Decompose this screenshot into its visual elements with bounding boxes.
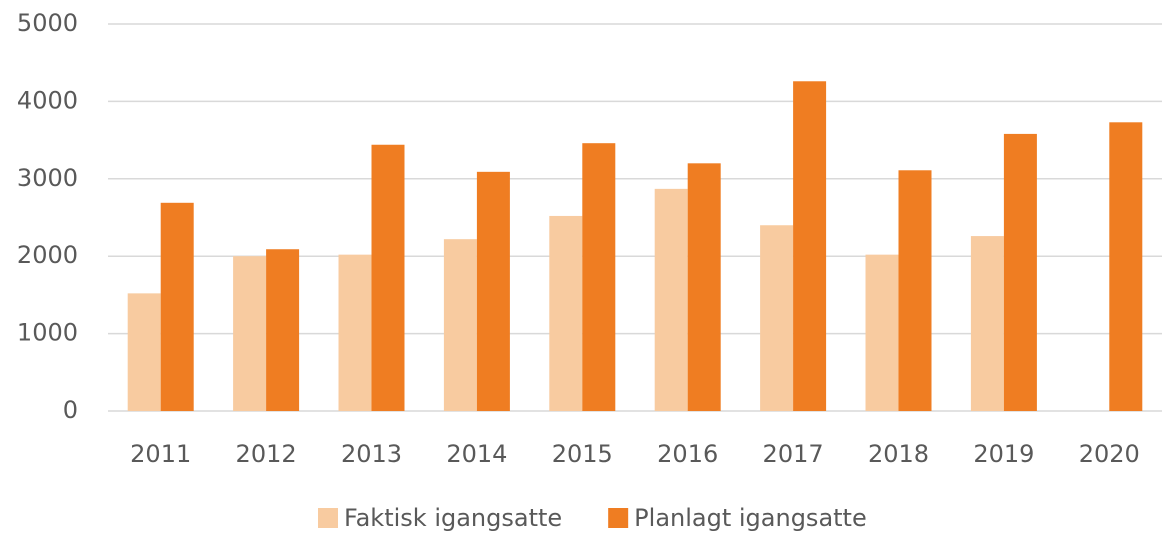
bar xyxy=(338,254,372,411)
x-tick-label: 2015 xyxy=(552,440,613,468)
bar xyxy=(1003,133,1037,411)
bar xyxy=(1109,122,1143,411)
x-tick-label: 2011 xyxy=(130,440,191,468)
bar xyxy=(654,188,688,411)
bar xyxy=(266,249,300,411)
legend-label: Faktisk igangsatte xyxy=(344,504,562,532)
y-tick-label: 2000 xyxy=(17,241,78,269)
bar xyxy=(760,225,794,411)
bar xyxy=(127,293,161,411)
x-tick-label: 2014 xyxy=(446,440,507,468)
bar xyxy=(160,202,194,411)
x-tick-label: 2018 xyxy=(868,440,929,468)
bar xyxy=(549,215,583,411)
x-tick-label: 2020 xyxy=(1079,440,1140,468)
bar xyxy=(793,81,827,411)
y-tick-label: 3000 xyxy=(17,164,78,192)
y-tick-label: 4000 xyxy=(17,86,78,114)
x-tick-label: 2012 xyxy=(236,440,297,468)
x-tick-label: 2016 xyxy=(657,440,718,468)
x-tick-label: 2019 xyxy=(973,440,1034,468)
bar xyxy=(582,143,616,412)
y-tick-label: 1000 xyxy=(17,319,78,347)
y-tick-label: 5000 xyxy=(17,9,78,37)
bar xyxy=(476,171,510,411)
bar xyxy=(970,236,1004,411)
bar xyxy=(687,163,721,411)
bar xyxy=(443,239,477,411)
bar xyxy=(233,256,267,411)
x-tick-label: 2017 xyxy=(763,440,824,468)
legend-label: Planlagt igangsatte xyxy=(634,504,867,532)
bar xyxy=(898,170,932,411)
bar xyxy=(865,254,899,411)
legend-swatch xyxy=(318,508,338,528)
legend-swatch xyxy=(608,508,629,528)
x-tick-label: 2013 xyxy=(341,440,402,468)
y-tick-label: 0 xyxy=(63,396,78,424)
bar xyxy=(371,144,405,411)
